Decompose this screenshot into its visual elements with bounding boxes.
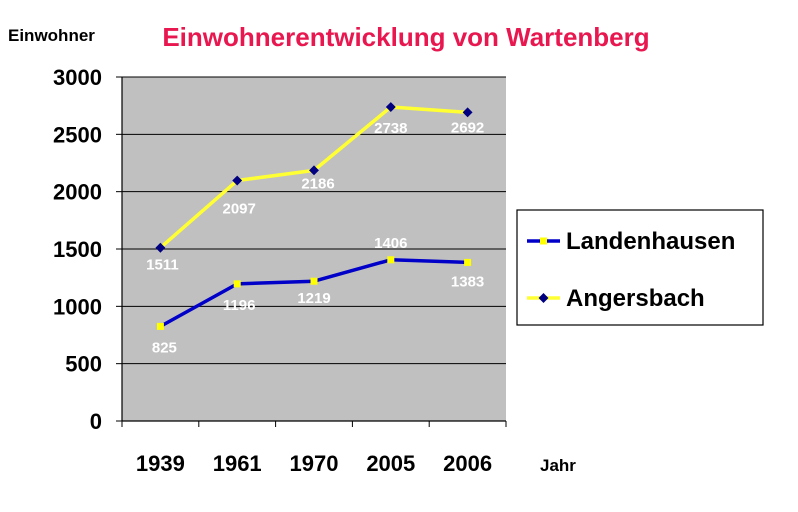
y-axis-label: Einwohner (8, 26, 95, 45)
data-point (309, 165, 319, 176)
x-tick-label: 2006 (443, 451, 492, 476)
data-label: 2097 (223, 201, 256, 218)
y-tick-label: 500 (65, 352, 102, 377)
x-tick-labels: 1939 1961 1970 2005 2006 (136, 451, 492, 476)
y-tick-label: 0 (90, 409, 102, 434)
data-point (155, 242, 166, 253)
legend-item-landenhausen: Landenhausen (527, 228, 735, 255)
x-tick-label: 1939 (136, 451, 185, 476)
legend-label: Angersbach (566, 285, 705, 312)
data-point (232, 175, 243, 186)
data-label: 2738 (374, 120, 407, 137)
y-tick-label: 1000 (53, 294, 102, 319)
x-axis-label: Jahr (540, 456, 576, 475)
legend-box (516, 209, 764, 326)
x-tick-label: 1961 (213, 451, 262, 476)
legend-item-angersbach: Angersbach (527, 285, 705, 312)
legend-label: Landenhausen (566, 228, 735, 255)
data-label: 1383 (451, 273, 484, 290)
gridlines (122, 76, 506, 365)
data-label: 1511 (146, 257, 179, 274)
data-label: 1406 (374, 235, 407, 252)
y-tick-label: 1500 (53, 237, 102, 262)
x-tick-label: 1970 (290, 451, 339, 476)
y-tick-label: 2000 (53, 180, 102, 205)
data-label: 2692 (451, 119, 484, 136)
chart-title: Einwohnerentwicklung von Wartenberg (162, 22, 649, 52)
data-point (310, 277, 318, 285)
data-label: 1196 (223, 297, 256, 314)
legend-marker (540, 237, 547, 245)
axes (116, 76, 507, 427)
series-layer: 825 1196 1219 1406 1383 1511 2097 2186 2738 2692 (146, 102, 484, 356)
data-point (387, 256, 395, 264)
data-label: 2186 (301, 175, 334, 192)
legend-marker (538, 293, 549, 303)
x-tick-label: 2005 (366, 451, 415, 476)
series-landenhausen: 825 1196 1219 1406 1383 (152, 235, 484, 357)
y-tick-label: 3000 (53, 65, 102, 90)
y-tick-label: 2500 (53, 122, 102, 147)
data-point (233, 280, 241, 288)
data-label: 825 (152, 339, 177, 356)
data-label: 1219 (297, 290, 330, 307)
data-point (464, 258, 472, 266)
y-tick-labels: 0 500 1000 1500 2000 2500 3000 (53, 65, 102, 434)
data-point (156, 322, 164, 330)
legend: Landenhausen Angersbach (516, 209, 764, 326)
